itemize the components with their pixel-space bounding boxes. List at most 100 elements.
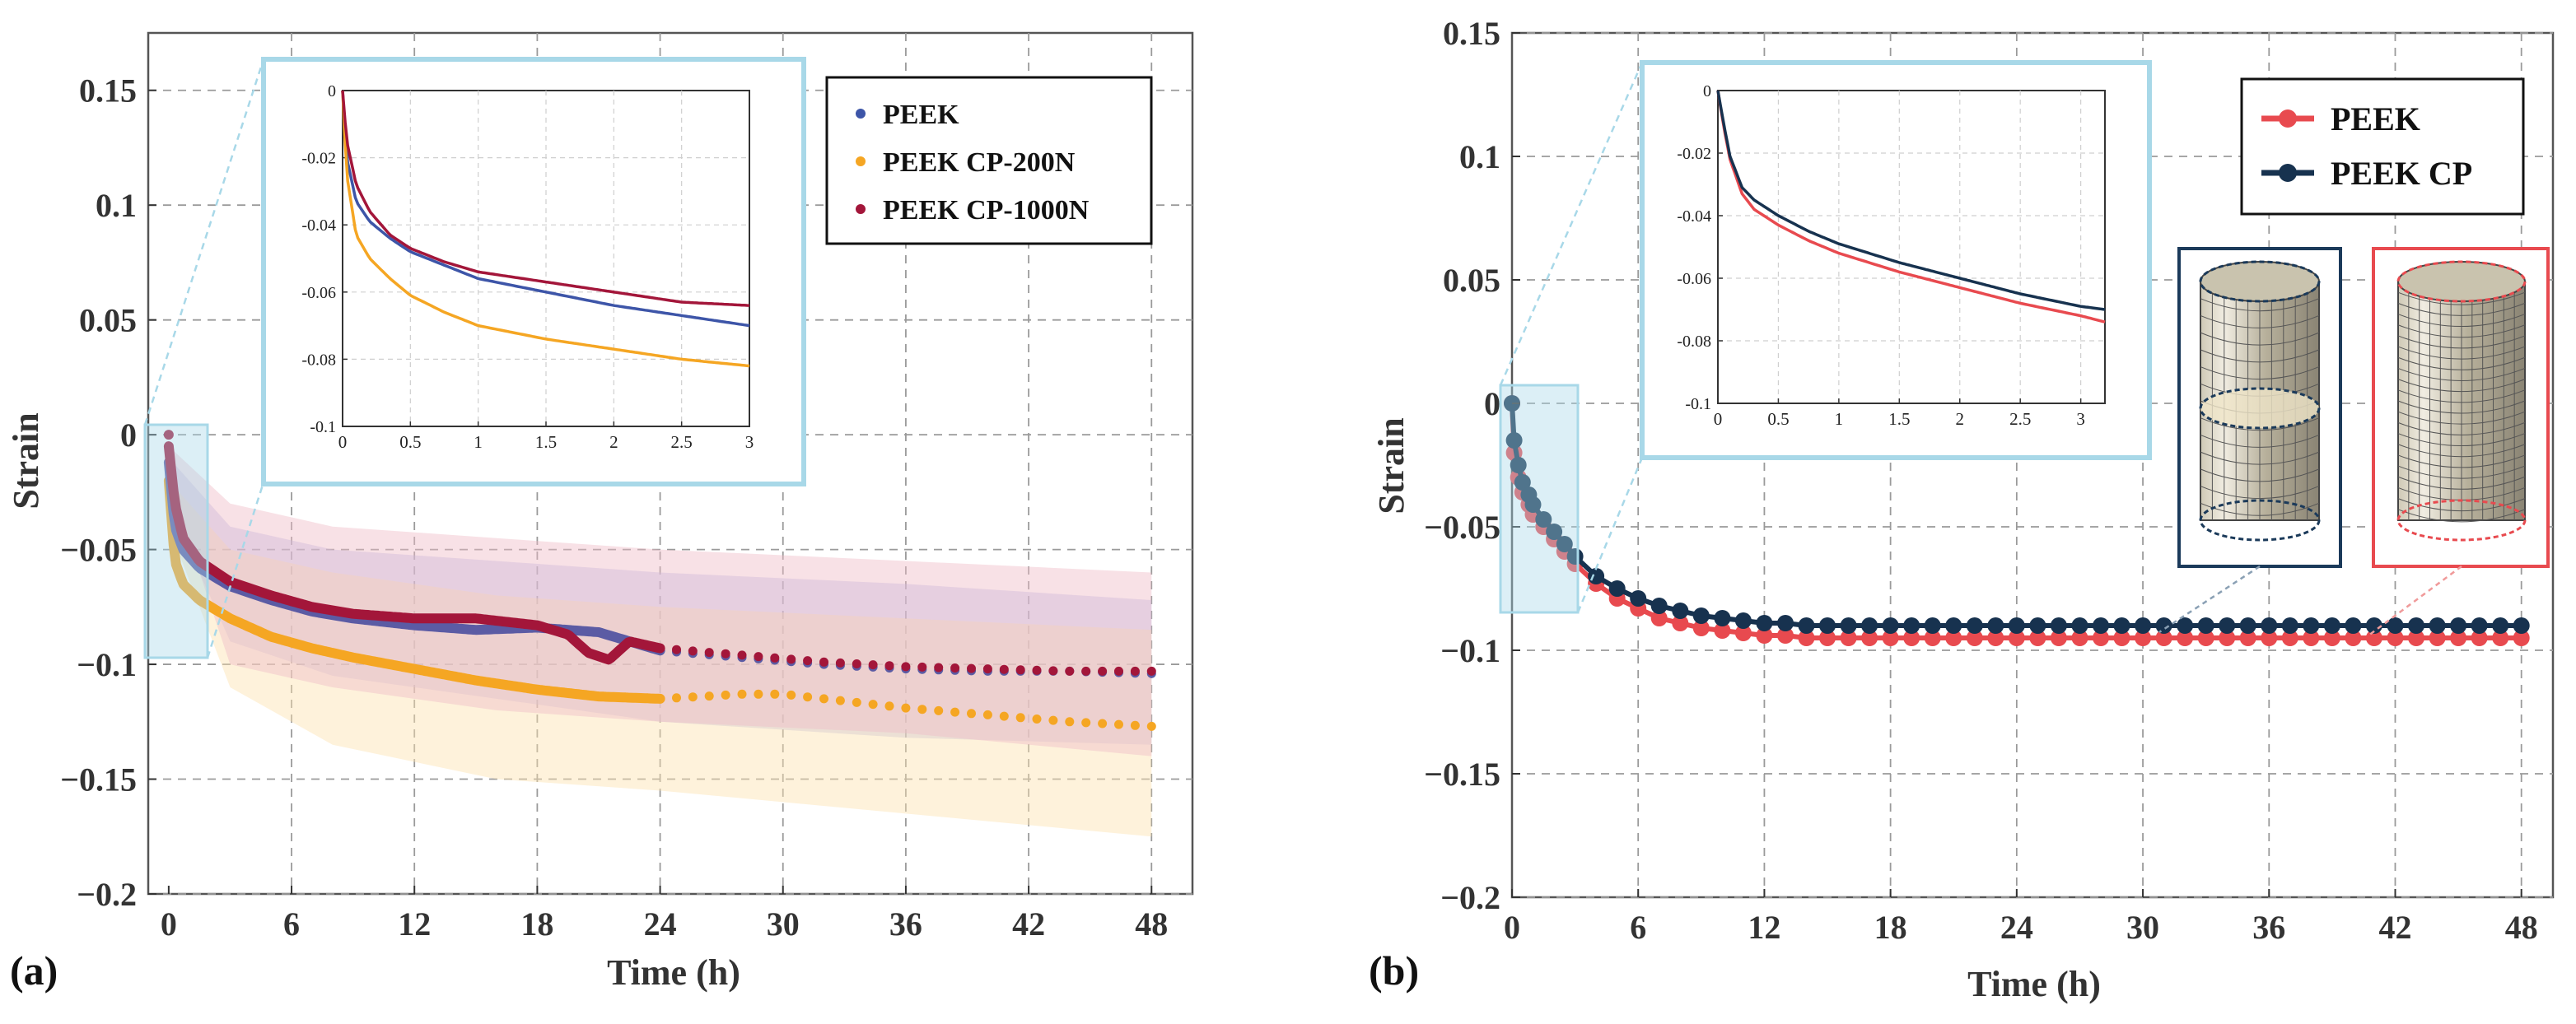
cylinder-section bbox=[2199, 387, 2321, 430]
point-peek bbox=[2450, 630, 2467, 646]
point-peek bbox=[2135, 630, 2152, 646]
point-peek-cp bbox=[1505, 432, 1523, 449]
point-peek-cp bbox=[1630, 590, 1647, 607]
panel-a-label: (a) bbox=[10, 947, 58, 994]
predicted-point-peek-cp-1000n bbox=[704, 648, 714, 658]
panel-b-series bbox=[1504, 395, 2530, 646]
predicted-point-peek-cp-200n bbox=[754, 689, 763, 699]
panel-a-zoom-region bbox=[143, 423, 209, 659]
legend-marker-peek-cp-200n bbox=[856, 156, 866, 166]
x-tick-label: 48 bbox=[2505, 909, 2538, 946]
inset-x-tick-label: 3 bbox=[745, 432, 754, 452]
y-tick-label: −0.15 bbox=[1424, 756, 1500, 793]
point-peek-cp bbox=[2365, 617, 2382, 634]
mesh-line bbox=[2397, 367, 2526, 381]
predicted-point-peek-cp-1000n bbox=[868, 660, 878, 670]
origin-point bbox=[163, 430, 174, 440]
point-peek bbox=[1798, 630, 1815, 646]
inset-y-tick-label: -0.1 bbox=[1685, 395, 1711, 413]
point-peek bbox=[2029, 630, 2046, 646]
inset-x-tick-label: 2.5 bbox=[671, 432, 693, 452]
point-peek-cp bbox=[2135, 617, 2152, 634]
y-tick-label: 0.05 bbox=[79, 302, 137, 339]
x-tick-label: 12 bbox=[398, 905, 431, 943]
predicted-point-peek-cp-200n bbox=[917, 705, 927, 714]
point-peek bbox=[1840, 630, 1857, 646]
peek-cp-model-connector bbox=[2158, 565, 2261, 634]
predicted-point-peek-cp-1000n bbox=[884, 661, 894, 671]
predicted-point-peek-cp-200n bbox=[852, 697, 861, 707]
point-peek-cp bbox=[1987, 617, 2004, 634]
point-peek-cp bbox=[1798, 617, 1815, 634]
mesh-line bbox=[2200, 349, 2320, 363]
inset-x-tick-label: 0 bbox=[1714, 409, 1723, 429]
mesh-line bbox=[2397, 433, 2526, 446]
point-peek-cp bbox=[1566, 548, 1584, 565]
predicted-point-peek-cp-200n bbox=[672, 693, 681, 703]
y-tick-label: −0.05 bbox=[60, 532, 137, 569]
inset-x-tick-label: 0.5 bbox=[1767, 409, 1789, 429]
inset-line-peek-cp bbox=[1716, 90, 2106, 311]
panel-a-legend: PEEK PEEK CP-200N PEEK CP-1000N bbox=[825, 76, 1153, 245]
inset-y-tick-label: -0.02 bbox=[1677, 145, 1711, 163]
panel-b-x-axis-label: Time (h) bbox=[1967, 964, 2101, 1004]
panel-b-legend: PEEK PEEK CP bbox=[2240, 77, 2525, 216]
y-tick-label: −0.05 bbox=[1424, 509, 1500, 546]
point-peek-cp bbox=[1840, 617, 1857, 634]
point-peek bbox=[1756, 627, 1773, 644]
point-peek-cp bbox=[2197, 617, 2214, 634]
point-peek bbox=[2113, 630, 2130, 646]
x-tick-label: 12 bbox=[1748, 909, 1780, 946]
inset-x-tick-label: 1.5 bbox=[535, 432, 557, 452]
point-peek bbox=[2008, 630, 2025, 646]
measured-line-peek-cp-1000n bbox=[163, 441, 665, 665]
point-peek-cp bbox=[2450, 617, 2467, 634]
peek-cylinder-model bbox=[2372, 247, 2550, 568]
point-peek-cp bbox=[1514, 474, 1531, 491]
predicted-point-peek-cp-200n bbox=[770, 689, 780, 699]
predicted-point-peek-cp-1000n bbox=[737, 650, 747, 660]
mesh-line bbox=[2397, 498, 2526, 512]
y-tick-label: −0.1 bbox=[1440, 632, 1500, 669]
predicted-point-peek-cp-1000n bbox=[934, 663, 944, 673]
panel-a-inset: 0 0.5 1 1.5 2 2.5 3 0 -0.02 -0.04 -0.06 -0.08 -0.1 bbox=[301, 82, 754, 452]
inset-x-tick-label: 1.5 bbox=[1888, 409, 1910, 429]
predicted-point-peek-cp-1000n bbox=[1098, 666, 1108, 676]
point-peek bbox=[2429, 630, 2446, 646]
x-tick-label: 36 bbox=[889, 905, 922, 943]
point-peek-cp bbox=[1819, 617, 1836, 634]
point-peek-cp bbox=[2323, 617, 2340, 634]
point-peek-cp bbox=[2345, 617, 2362, 634]
predicted-point-peek-cp-200n bbox=[884, 701, 894, 711]
mesh-line bbox=[2397, 465, 2526, 479]
mesh-line bbox=[2397, 324, 2526, 338]
predicted-point-peek-cp-1000n bbox=[901, 662, 911, 672]
x-tick-label: 0 bbox=[1504, 909, 1520, 946]
point-peek-cp bbox=[1714, 610, 1731, 626]
point-peek-cp bbox=[2429, 617, 2446, 634]
y-tick-label: −0.2 bbox=[77, 876, 137, 913]
x-tick-label: 0 bbox=[161, 905, 177, 943]
point-peek-cp bbox=[1535, 511, 1552, 528]
predicted-point-peek-cp-200n bbox=[1065, 717, 1075, 727]
point-peek-cp bbox=[2113, 617, 2130, 634]
cylinder-bottom bbox=[2199, 499, 2321, 542]
point-peek bbox=[1882, 630, 1899, 646]
panel-b-zoom-connector bbox=[1576, 457, 1644, 613]
inset-y-tick-label: -0.08 bbox=[301, 351, 336, 369]
predicted-point-peek-cp-200n bbox=[982, 710, 992, 719]
cylinder-top-outline bbox=[2396, 260, 2527, 303]
predicted-point-peek-cp-1000n bbox=[770, 653, 780, 663]
point-peek-cp bbox=[1510, 457, 1527, 473]
point-peek bbox=[2093, 630, 2109, 646]
inset-x-tick-label: 2 bbox=[609, 432, 618, 452]
point-peek-cp bbox=[2281, 617, 2298, 634]
point-peek bbox=[1903, 630, 1920, 646]
panel-a-tick-labels: 0 6 12 18 24 30 36 42 480.150.10.050−0.05−0.1−0.… bbox=[60, 72, 1168, 943]
panel-a-y-axis-label: Strain bbox=[6, 412, 46, 509]
predicted-point-peek-cp-200n bbox=[737, 689, 747, 699]
legend-label-peek-cp-200n: PEEK CP-200N bbox=[883, 147, 1076, 178]
mesh-line bbox=[2397, 476, 2526, 490]
point-peek bbox=[2387, 630, 2404, 646]
